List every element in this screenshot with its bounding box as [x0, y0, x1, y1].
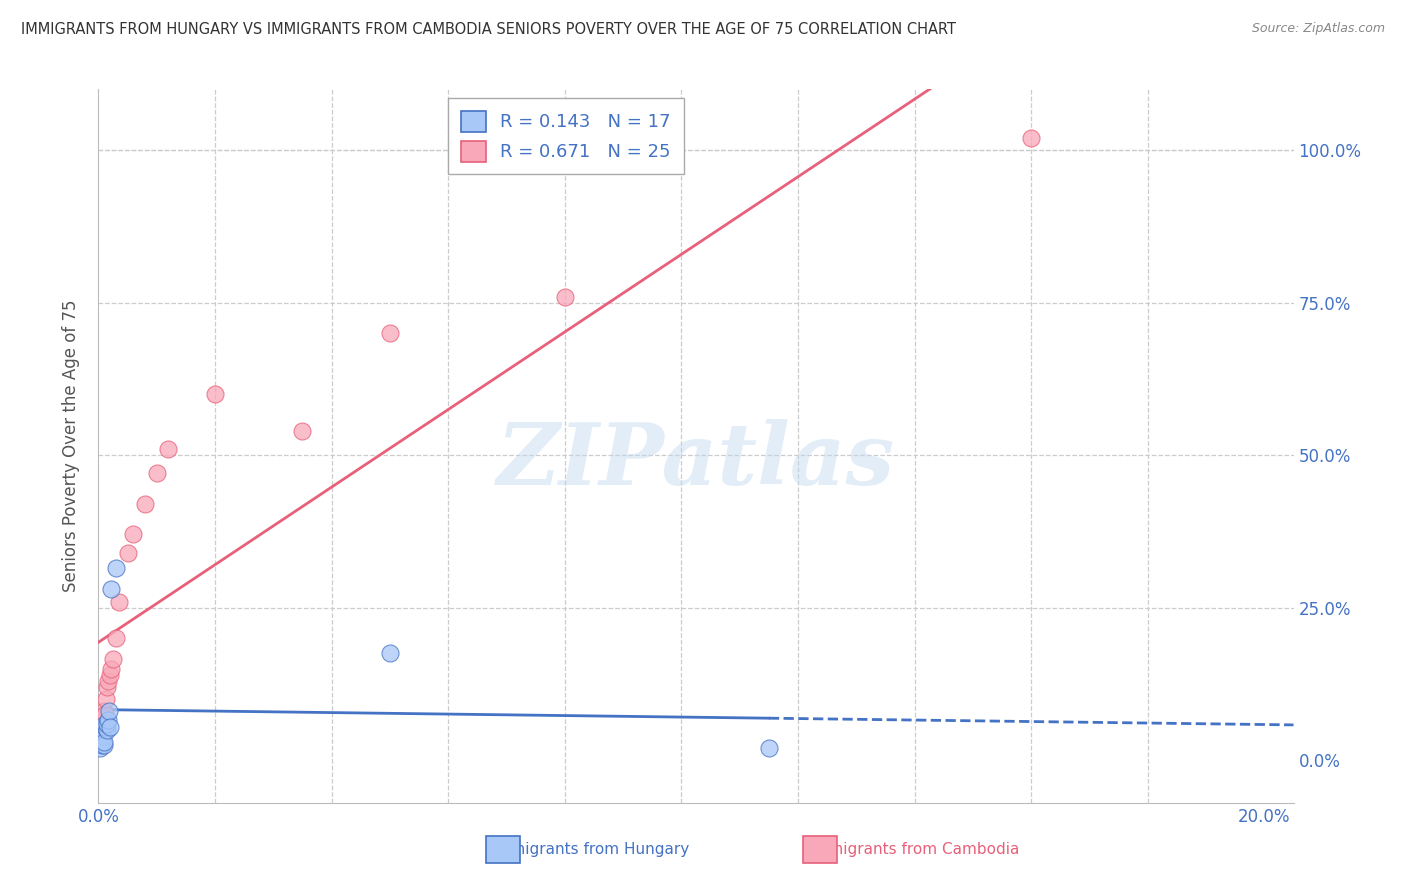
Y-axis label: Seniors Poverty Over the Age of 75: Seniors Poverty Over the Age of 75 — [62, 300, 80, 592]
Point — [91, 716, 114, 731]
Point — [97, 673, 120, 688]
Point — [89, 729, 111, 743]
Point — [204, 387, 226, 401]
Point — [291, 424, 314, 438]
Point — [93, 704, 115, 718]
Point — [758, 740, 780, 755]
Text: Immigrants from Hungary: Immigrants from Hungary — [491, 842, 690, 856]
Legend: R = 0.143   N = 17, R = 0.671   N = 25: R = 0.143 N = 17, R = 0.671 N = 25 — [449, 98, 683, 174]
Point — [1019, 131, 1042, 145]
Point — [145, 467, 167, 481]
Point — [101, 652, 124, 666]
Point — [104, 631, 127, 645]
Point — [122, 527, 145, 541]
Text: IMMIGRANTS FROM HUNGARY VS IMMIGRANTS FROM CAMBODIA SENIORS POVERTY OVER THE AGE: IMMIGRANTS FROM HUNGARY VS IMMIGRANTS FR… — [21, 22, 956, 37]
Point — [97, 704, 120, 718]
Point — [378, 646, 401, 660]
Point — [93, 738, 115, 752]
Point — [554, 289, 576, 303]
Point — [96, 723, 118, 737]
Text: Source: ZipAtlas.com: Source: ZipAtlas.com — [1251, 22, 1385, 36]
Point — [93, 735, 115, 749]
Point — [93, 710, 115, 724]
Point — [378, 326, 401, 341]
Point — [97, 714, 120, 728]
Point — [94, 707, 117, 722]
Point — [104, 561, 127, 575]
Point — [94, 720, 117, 734]
Point — [117, 546, 139, 560]
Point — [94, 716, 117, 731]
Point — [98, 720, 121, 734]
Point — [89, 740, 111, 755]
Point — [98, 667, 121, 681]
Text: Immigrants from Cambodia: Immigrants from Cambodia — [808, 842, 1019, 856]
Point — [90, 738, 112, 752]
Point — [108, 594, 131, 608]
Point — [157, 442, 180, 456]
Point — [134, 497, 156, 511]
Point — [100, 582, 122, 597]
Point — [96, 716, 118, 731]
Point — [96, 680, 118, 694]
Point — [94, 692, 117, 706]
Point — [90, 716, 112, 731]
Point — [100, 662, 122, 676]
Point — [91, 729, 114, 743]
Text: ZIPatlas: ZIPatlas — [496, 418, 896, 502]
Point — [90, 735, 112, 749]
Point — [90, 723, 112, 737]
